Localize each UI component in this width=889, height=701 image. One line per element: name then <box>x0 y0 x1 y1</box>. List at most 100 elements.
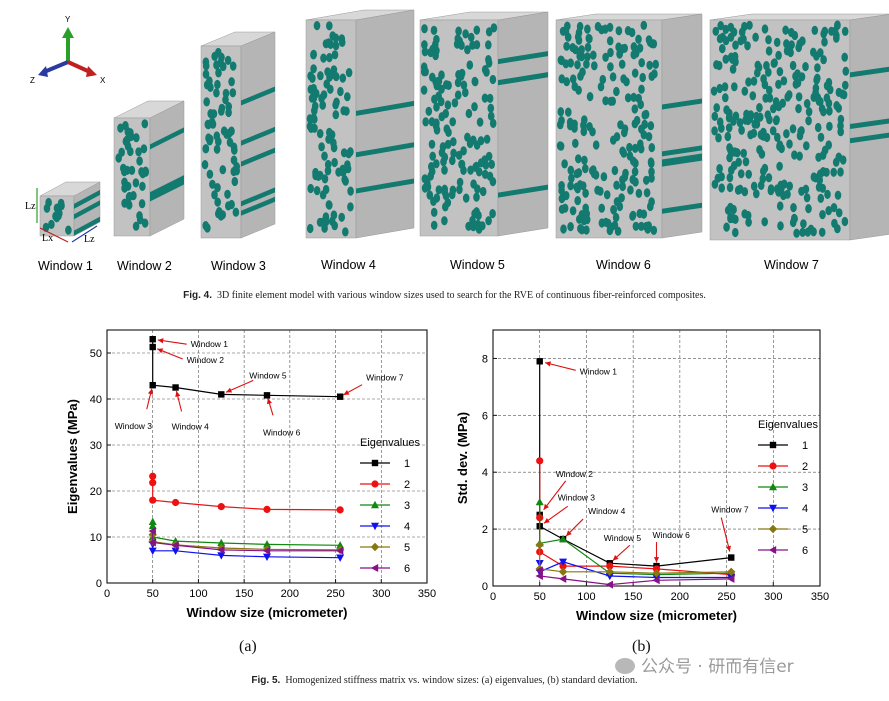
series-line-4 <box>539 561 732 579</box>
data-point-3-0 <box>148 517 157 526</box>
data-point-2-3 <box>559 562 567 570</box>
data-point-6-3 <box>605 580 613 589</box>
legend-label-1: 1 <box>404 458 410 470</box>
data-point-6-2 <box>171 541 179 550</box>
y-axis-label: Eigenvalues (MPa) <box>65 399 80 514</box>
annotation-label-3: Window 3 <box>115 421 153 431</box>
y-tick-label-2: 4 <box>482 467 488 479</box>
data-point-6-4 <box>652 576 660 585</box>
series-line-3 <box>539 502 732 576</box>
x-tick-label-2: 100 <box>189 588 207 600</box>
data-point-6-4 <box>262 546 271 555</box>
legend-label-4: 4 <box>802 503 808 515</box>
data-point-2-0 <box>536 457 544 465</box>
x-tick-label-1: 50 <box>534 591 546 603</box>
legend-marker-2 <box>769 462 777 470</box>
y-tick-label-4: 8 <box>482 353 488 365</box>
legend: Eigenvalues 1 2 3 4 5 6 <box>758 419 818 557</box>
annotations: Window 1 Window 2 Window 3 Window 4 Window 5… <box>543 361 749 563</box>
data-point-1-1 <box>149 343 156 351</box>
data-point-6-2 <box>558 574 567 583</box>
annotation-arrowhead-5 <box>226 387 233 393</box>
y-tick-label-4: 40 <box>90 394 102 406</box>
data-point-5-2 <box>558 567 568 576</box>
legend: Eigenvalues 1 2 3 4 5 6 <box>360 437 420 575</box>
y-tick-label-3: 30 <box>90 440 102 452</box>
legend-marker-5 <box>768 524 778 534</box>
data-point-1-4 <box>218 391 225 398</box>
data-point-2-6 <box>336 506 344 514</box>
series-6 <box>148 527 344 555</box>
legend-marker-6 <box>370 564 379 572</box>
window-block-7 <box>709 13 889 241</box>
legend-marker-3 <box>371 500 379 509</box>
x-tick-label-3: 150 <box>235 588 253 600</box>
data-point-6-5 <box>727 574 735 583</box>
window-block-4 <box>305 9 415 239</box>
axes-triad-icon: Y Z X <box>30 15 106 85</box>
window-block-1 <box>39 181 101 237</box>
y-axis-label: Std. dev. (MPa) <box>455 412 470 504</box>
annotation-label-1: Window 1 <box>191 339 229 349</box>
annotation-arrowhead-3 <box>147 388 154 395</box>
subfigure-label-a: (a) <box>239 638 257 655</box>
data-point-5-4 <box>652 569 661 578</box>
annotation-label-2: Window 2 <box>556 469 594 479</box>
series-line-2 <box>152 476 341 511</box>
legend-label-5: 5 <box>802 524 808 536</box>
plot-frame <box>492 329 821 587</box>
watermark: 公众号 · 研而有信er <box>615 652 794 677</box>
series-line-3 <box>152 521 341 546</box>
annotation-label-3: Window 3 <box>558 492 596 502</box>
annotation-arrow-2 <box>543 480 567 511</box>
legend-label-4: 4 <box>404 521 410 533</box>
annotation-label-6: Window 6 <box>263 427 301 437</box>
x-axis-label: Window size (micrometer) <box>576 608 737 623</box>
legend-marker-5 <box>370 542 380 552</box>
legend-label-3: 3 <box>404 500 410 512</box>
window-label-3: Window 3 <box>211 259 266 273</box>
data-point-6-0 <box>535 566 543 575</box>
y-tick-label-3: 6 <box>482 410 488 422</box>
x-tick-label-4: 200 <box>671 591 689 603</box>
x-tick-label-0: 0 <box>104 588 110 600</box>
legend-label-6: 6 <box>802 545 808 557</box>
x-tick-label-2: 100 <box>577 591 595 603</box>
x-tick-label-1: 50 <box>147 588 159 600</box>
annotation-label-5: Window 5 <box>249 370 287 380</box>
annotation-arrowhead-2 <box>543 503 549 510</box>
plot-frame <box>106 329 428 584</box>
fig4-caption-label: Fig. 4. <box>183 290 213 301</box>
data-point-2-4 <box>606 562 614 570</box>
x-tick-label-7: 350 <box>811 591 829 603</box>
window-label-4: Window 4 <box>321 258 376 272</box>
legend-title: Eigenvalues <box>360 437 420 449</box>
y-tick-label-0: 0 <box>96 578 102 590</box>
x-tick-label-6: 300 <box>764 591 782 603</box>
y-tick-label-0: 0 <box>482 581 488 593</box>
annotation-label-5: Window 5 <box>604 533 642 543</box>
wechat-icon <box>615 658 635 674</box>
data-point-1-3 <box>172 384 179 391</box>
window-labels: Window 1 Window 2 Window 3 Window 4 Wind… <box>38 258 819 273</box>
data-point-4-1 <box>148 547 157 555</box>
annotation-label-4: Window 4 <box>172 422 210 432</box>
data-point-3-4 <box>217 538 226 547</box>
legend-marker-4 <box>769 504 777 513</box>
data-point-2-3 <box>171 498 180 507</box>
data-point-4-4 <box>263 553 271 561</box>
data-point-6-3 <box>217 545 225 554</box>
legend-marker-6 <box>768 546 777 554</box>
data-point-5-0 <box>535 540 544 549</box>
x-tick-label-5: 250 <box>326 588 344 600</box>
annotations: Window 1 Window 2 Window 3 Window 4 Window 5… <box>115 338 404 437</box>
window-label-5: Window 5 <box>450 258 505 272</box>
data-point-6-5 <box>335 546 344 555</box>
data-point-3-6 <box>336 541 345 549</box>
data-point-3-5 <box>263 540 271 548</box>
y-tick-label-2: 20 <box>90 486 102 498</box>
fig4-caption-text: 3D finite element model with various win… <box>217 290 706 301</box>
lx-label: Lx <box>42 233 53 244</box>
legend-label-2: 2 <box>802 461 808 473</box>
annotation-arrowhead-2 <box>157 348 164 354</box>
